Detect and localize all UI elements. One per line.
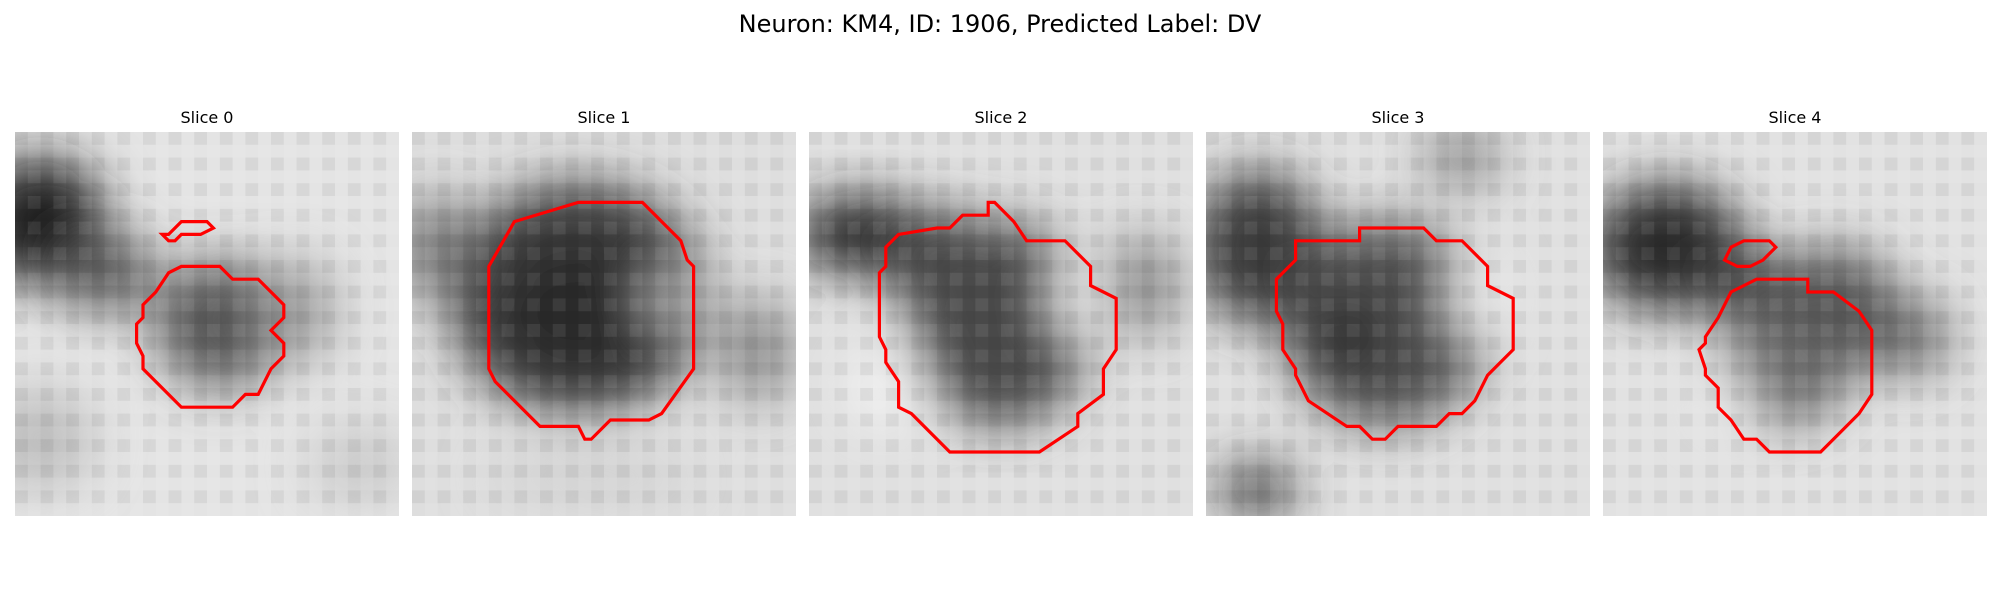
contour-outline xyxy=(1722,239,1779,268)
figure-title: Neuron: KM4, ID: 1906, Predicted Label: … xyxy=(738,10,1262,38)
slice-panel: Slice 1 xyxy=(412,108,796,516)
slice-title: Slice 3 xyxy=(1371,108,1425,127)
contour-outline xyxy=(158,220,217,243)
slice-image xyxy=(15,132,399,516)
contour-outline xyxy=(135,264,286,409)
slice-panel: Slice 4 xyxy=(1603,108,1987,516)
slice-title: Slice 0 xyxy=(180,108,234,127)
slice-panel: Slice 2 xyxy=(809,108,1193,516)
slice-panel: Slice 3 xyxy=(1206,108,1590,516)
slice-title: Slice 2 xyxy=(974,108,1028,127)
slice-panel: Slice 0 xyxy=(15,108,399,516)
slice-image xyxy=(1206,132,1590,516)
contour-outline xyxy=(487,200,696,441)
slice-title: Slice 1 xyxy=(577,108,631,127)
slice-image xyxy=(412,132,796,516)
slice-image xyxy=(1603,132,1987,516)
slice-title: Slice 4 xyxy=(1768,108,1822,127)
slice-image xyxy=(809,132,1193,516)
contour-outline xyxy=(877,200,1118,454)
contour-outline xyxy=(1697,277,1874,454)
contour-outline xyxy=(1274,226,1515,441)
